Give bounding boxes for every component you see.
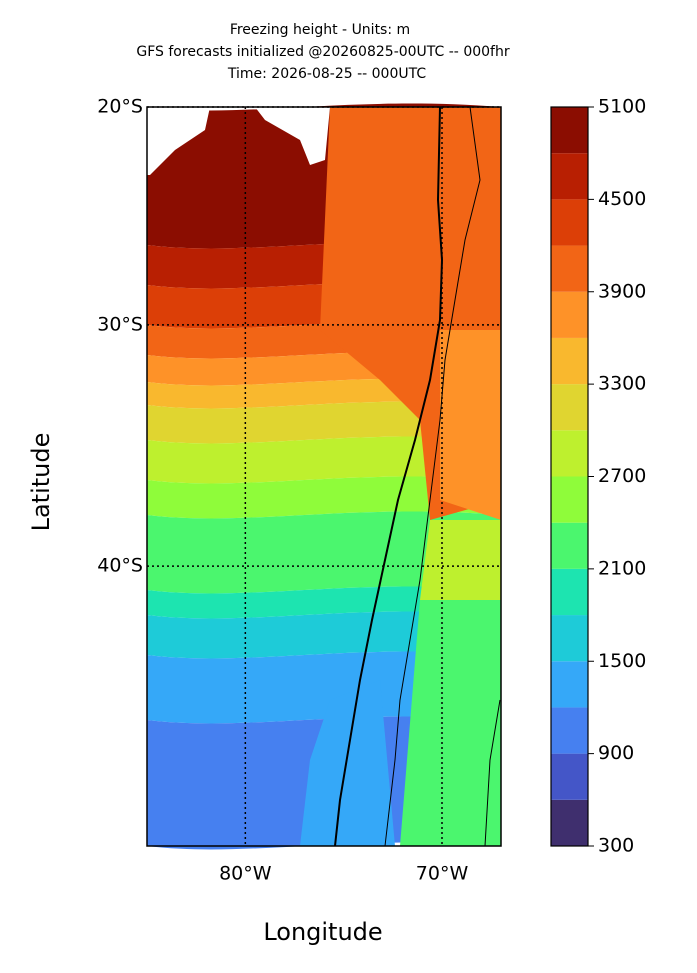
missing-data xyxy=(147,107,330,175)
colorbar-band xyxy=(551,615,588,662)
contour-band xyxy=(440,330,501,520)
colorbar: 300 900 1500 2100 2700 3300 3900 4500 5100 xyxy=(550,96,646,857)
contour-band xyxy=(147,511,501,594)
colorbar-band xyxy=(551,337,588,385)
colorbar-band xyxy=(551,568,588,616)
colorbar-band xyxy=(551,522,588,569)
lat-tick-label: 30°S xyxy=(97,313,143,335)
colorbar-band xyxy=(551,476,588,523)
colorbar-tick-label: 3900 xyxy=(598,280,646,302)
lon-tick-label: 80°W xyxy=(219,863,272,885)
title-line: Freezing height - Units: m xyxy=(230,22,410,38)
colorbar-band xyxy=(551,107,588,154)
colorbar-band xyxy=(551,799,588,846)
contour-band xyxy=(300,680,395,846)
y-axis-label: Latitude xyxy=(27,433,55,532)
colorbar-tick-label: 3300 xyxy=(598,373,646,395)
colorbar-tick-label: 5100 xyxy=(598,96,646,118)
lat-tick-label: 20°S xyxy=(97,96,143,118)
colorbar-band xyxy=(551,661,588,708)
colorbar-tick-label: 2100 xyxy=(598,557,646,579)
contour-band xyxy=(147,586,501,619)
contour-band xyxy=(147,476,501,519)
coastline-east xyxy=(484,699,501,847)
colorbar-band xyxy=(551,384,588,431)
overlay xyxy=(147,106,501,847)
colorbar-band xyxy=(551,153,588,200)
colorbar-tick-label: 900 xyxy=(598,742,634,764)
lat-tick-label: 40°S xyxy=(97,555,143,577)
field xyxy=(147,103,501,850)
lon-tick-label: 70°W xyxy=(416,863,469,885)
title-line: GFS forecasts initialized @20260825-00UT… xyxy=(136,44,509,60)
colorbar-tick-label: 4500 xyxy=(598,188,646,210)
title-line: Time: 2026-08-25 -- 000UTC xyxy=(227,66,426,82)
contour-band xyxy=(400,600,501,846)
coastline xyxy=(334,106,444,847)
colorbar-tick-label: 1500 xyxy=(598,650,646,672)
colorbar-tick-label: 300 xyxy=(598,835,634,857)
colorbar-band xyxy=(551,707,588,754)
border xyxy=(384,106,481,847)
colorbar-band xyxy=(551,245,588,292)
x-axis-label: Longitude xyxy=(263,918,382,946)
colorbar-band xyxy=(551,430,588,477)
colorbar-band xyxy=(551,199,588,246)
frame xyxy=(146,106,502,847)
colorbar-band xyxy=(551,291,588,338)
contour-band xyxy=(420,520,501,600)
axes: 20°S 30°S 40°S 80°W 70°W xyxy=(97,96,502,885)
colorbar-band xyxy=(551,753,588,800)
colorbar-tick-label: 2700 xyxy=(598,465,646,487)
